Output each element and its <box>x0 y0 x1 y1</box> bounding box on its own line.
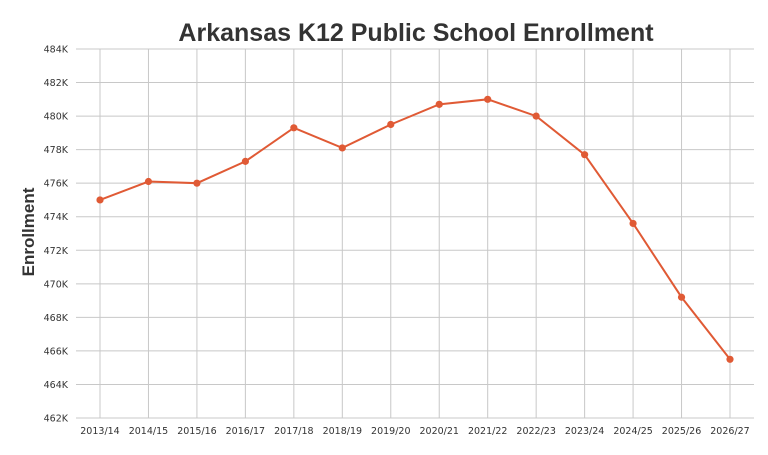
x-tick-label: 2019/20 <box>371 426 410 437</box>
series-line <box>99 98 731 360</box>
y-tick-labels: 462K 464K 466K 468K 470K 472K 474K 476K 478K 480K… <box>44 45 69 425</box>
data-point <box>338 144 346 152</box>
y-tick-label: 462K <box>44 414 69 425</box>
data-point <box>581 151 589 159</box>
x-tick-label: 2026/27 <box>710 426 749 437</box>
x-tick-label: 2024/25 <box>613 426 652 437</box>
data-point <box>435 100 443 108</box>
y-tick-label: 474K <box>44 212 69 223</box>
data-point <box>387 120 395 129</box>
data-point <box>629 219 637 228</box>
x-tick-label: 2013/14 <box>80 426 119 437</box>
y-tick-label: 472K <box>44 246 69 257</box>
x-tick-label: 2017/18 <box>274 426 313 437</box>
x-tick-label: 2025/26 <box>662 426 701 437</box>
y-tick-label: 480K <box>44 112 69 123</box>
y-tick-label: 468K <box>44 313 69 324</box>
data-point <box>532 112 540 120</box>
x-tick-label: 2015/16 <box>177 426 216 437</box>
data-point <box>193 179 201 187</box>
y-tick-label: 476K <box>44 179 69 190</box>
data-point <box>677 293 686 301</box>
grid <box>76 48 754 419</box>
data-point <box>726 355 734 363</box>
x-tick-label: 2014/15 <box>129 426 168 437</box>
data-point <box>96 196 104 204</box>
y-tick-label: 478K <box>44 145 69 156</box>
data-point <box>290 124 298 132</box>
x-tick-label: 2016/17 <box>226 426 265 437</box>
y-tick-label: 464K <box>44 380 69 391</box>
x-tick-label: 2022/23 <box>516 426 555 437</box>
y-axis-label: Enrollment <box>19 187 38 276</box>
data-point <box>484 95 492 103</box>
x-tick-labels: 2013/14 2014/15 2015/16 2016/17 2017/18 2018/… <box>80 426 749 437</box>
data-point <box>144 177 153 186</box>
y-tick-label: 466K <box>44 346 69 357</box>
chart-title: Arkansas K12 Public School Enrollment <box>178 19 654 47</box>
x-tick-label: 2023/24 <box>565 426 604 437</box>
x-tick-label: 2018/19 <box>323 426 362 437</box>
data-point <box>241 157 249 165</box>
data-points <box>96 95 734 363</box>
y-tick-label: 470K <box>44 279 69 290</box>
y-tick-label: 484K <box>44 45 69 56</box>
x-tick-label: 2021/22 <box>468 426 507 437</box>
x-tick-label: 2020/21 <box>419 426 458 437</box>
y-tick-label: 482K <box>44 78 69 89</box>
